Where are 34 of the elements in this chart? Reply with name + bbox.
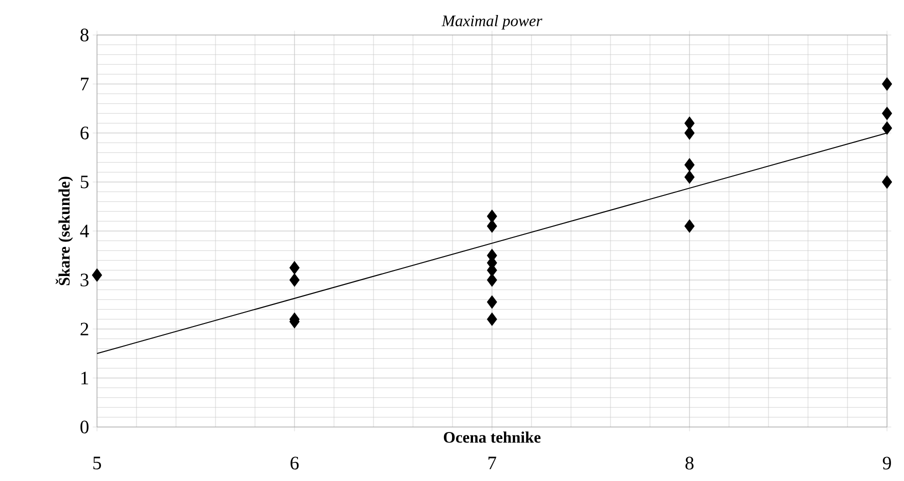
y-tick-label: 4 bbox=[80, 224, 89, 238]
point bbox=[487, 296, 497, 309]
point bbox=[882, 122, 892, 135]
y-tick-label: 7 bbox=[81, 78, 89, 90]
chart-title: Maximal power bbox=[442, 15, 542, 30]
point bbox=[487, 312, 497, 326]
point bbox=[684, 126, 695, 140]
x-tick-label: 8 bbox=[685, 456, 694, 470]
y-tick-label: 5 bbox=[80, 176, 88, 188]
point bbox=[882, 77, 892, 90]
point bbox=[487, 274, 497, 286]
point bbox=[92, 268, 102, 282]
point bbox=[487, 220, 497, 233]
y-tick-label: 2 bbox=[80, 322, 88, 336]
point bbox=[684, 220, 695, 233]
x-tick-label: 5 bbox=[93, 456, 101, 470]
x-axis-title: Ocena tehnike bbox=[444, 432, 541, 443]
y-tick-label: 1 bbox=[81, 372, 88, 384]
point bbox=[290, 274, 300, 286]
y-tick-label: 3 bbox=[80, 274, 88, 286]
point bbox=[882, 176, 892, 188]
x-tick-label: 6 bbox=[290, 456, 299, 470]
y-tick-label: 8 bbox=[80, 28, 88, 42]
point bbox=[882, 106, 892, 120]
point bbox=[290, 261, 300, 274]
x-tick-label: 9 bbox=[882, 456, 891, 470]
y-tick-label: 6 bbox=[80, 126, 89, 140]
point bbox=[684, 116, 695, 130]
y-tick-label: 0 bbox=[80, 420, 88, 434]
point bbox=[684, 170, 695, 184]
x-tick-label: 7 bbox=[488, 456, 496, 470]
y-axis-title: Škare (sekunde) bbox=[56, 176, 73, 286]
point bbox=[487, 210, 497, 223]
point bbox=[684, 158, 695, 172]
